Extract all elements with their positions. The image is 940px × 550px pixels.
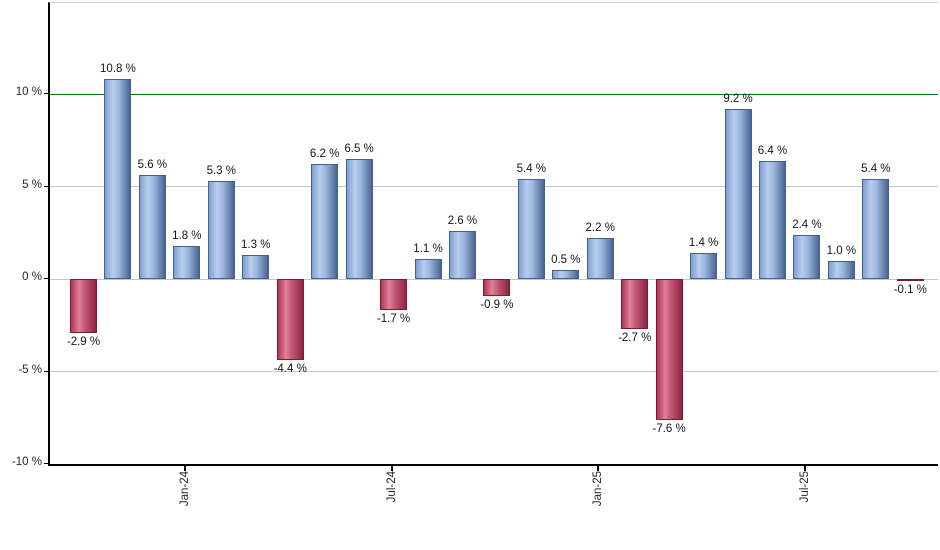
bar-positive <box>173 245 201 279</box>
bar-value-label: 2.4 % <box>792 218 822 231</box>
y-axis-tick <box>44 370 48 372</box>
reference-line-10pct <box>50 93 938 95</box>
bar-positive <box>311 164 339 279</box>
bar-positive <box>793 234 821 279</box>
bar-positive <box>759 160 786 279</box>
bar-value-label: -1.7 % <box>376 313 411 326</box>
bar-positive <box>586 238 614 279</box>
bar-value-label: 5.6 % <box>137 159 168 172</box>
gridline <box>50 186 938 187</box>
bar-value-label: 2.2 % <box>585 222 615 235</box>
x-axis-tick <box>803 465 806 471</box>
bar-value-label: -2.9 % <box>66 335 101 348</box>
bar-positive <box>690 253 718 279</box>
bar-value-label: 5.4 % <box>516 163 547 176</box>
bar-positive <box>207 180 235 279</box>
bar-value-label: 6.5 % <box>344 142 374 155</box>
x-axis-tick <box>183 465 186 471</box>
bar-value-label: 1.8 % <box>172 229 202 242</box>
bar-value-label: 9.2 % <box>723 92 753 105</box>
bar-positive <box>104 79 132 279</box>
x-axis-tick-label: Jul-25 <box>798 471 811 503</box>
bar-value-label: 2.6 % <box>447 214 478 227</box>
bar-value-label: -7.6 % <box>652 422 686 435</box>
x-axis-tick <box>597 465 600 471</box>
bar-value-label: -4.4 % <box>273 363 307 376</box>
x-axis-tick-label: Jan-25 <box>592 471 605 507</box>
bar-negative <box>276 279 304 361</box>
bar-value-label: 1.4 % <box>688 237 719 250</box>
y-axis-tick-label: -5 % <box>18 363 42 376</box>
x-axis-tick-label: Jul-24 <box>385 471 398 503</box>
bar-negative <box>380 279 408 311</box>
bar-positive <box>552 269 580 279</box>
bar-positive <box>138 175 166 279</box>
gridline <box>50 371 938 372</box>
bar-positive <box>724 108 752 279</box>
x-axis-tick <box>390 465 393 471</box>
y-axis-tick <box>44 463 48 464</box>
bar-negative <box>483 279 511 296</box>
plot-area: -2.9 % 10.8 % 5.6 % 1.8 % 5.3 % 1.3 % -4.4 % 6.… <box>48 2 938 466</box>
y-axis-tick-label: 0 % <box>22 271 42 283</box>
y-axis-tick-label: -10 % <box>11 456 42 468</box>
bar-value-label: 5.3 % <box>206 164 236 177</box>
bar-positive <box>862 179 890 279</box>
bar-negative <box>621 279 649 329</box>
bar-value-label: 6.2 % <box>309 148 340 161</box>
bar-value-label: 1.0 % <box>826 244 857 257</box>
bar-value-label: 0.5 % <box>551 253 581 266</box>
y-axis-tick-label: 10 % <box>15 86 42 98</box>
y-axis-tick <box>44 185 48 187</box>
bar-value-label: 5.4 % <box>861 163 891 176</box>
y-axis-tick <box>44 278 48 279</box>
bar-negative <box>70 279 97 333</box>
y-axis-tick-label: 5 % <box>22 178 42 191</box>
bar-value-label: 1.3 % <box>241 238 271 251</box>
bar-positive <box>827 260 855 279</box>
bar-value-label: -0.1 % <box>893 284 927 296</box>
x-axis-tick-label: Jan-24 <box>178 471 191 507</box>
bar-positive <box>414 258 442 279</box>
bar-negative <box>896 279 924 281</box>
bar-value-label: -2.7 % <box>618 331 652 344</box>
bar-value-label: 6.4 % <box>757 144 788 157</box>
bar-value-label: 10.8 % <box>100 63 136 76</box>
y-axis-tick <box>44 93 48 94</box>
bar-value-label: -0.9 % <box>480 298 514 311</box>
bar-positive <box>345 158 373 279</box>
bar-positive <box>517 179 545 279</box>
bar-positive <box>448 230 476 279</box>
bar-positive <box>242 254 270 279</box>
bar-negative <box>655 279 683 420</box>
bar-value-label: 1.1 % <box>413 242 443 255</box>
